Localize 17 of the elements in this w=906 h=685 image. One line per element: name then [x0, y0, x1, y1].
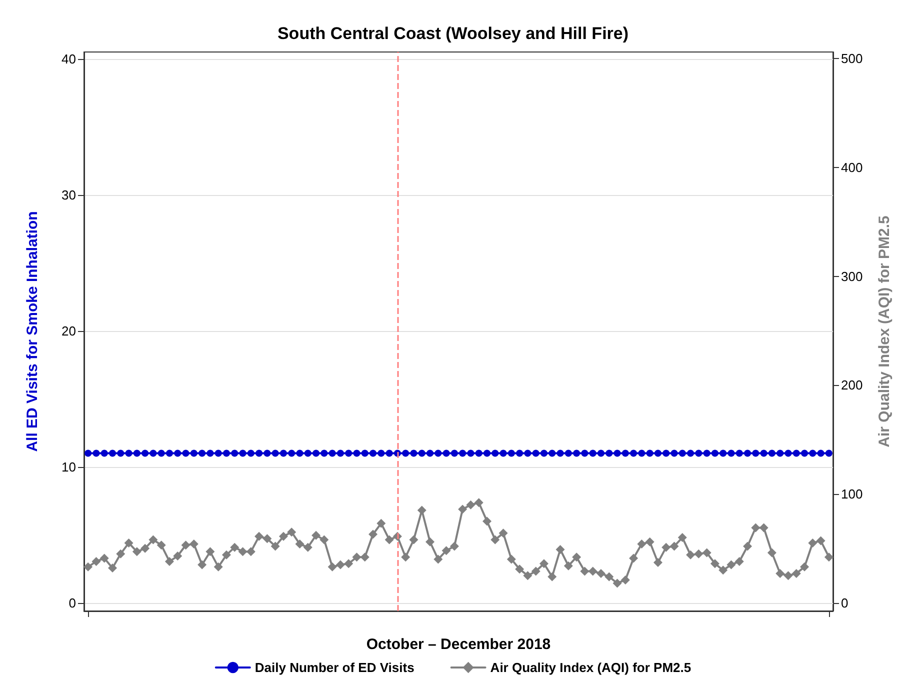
y-axis-title: All ED Visits for Smoke Inhalation: [24, 211, 41, 452]
y2-tick-label: 500: [841, 51, 863, 66]
y-tick-label: 20: [62, 323, 76, 338]
y-tick-label: 0: [68, 595, 76, 610]
y2-tick-label: 100: [841, 486, 863, 502]
chart-title: South Central Coast (Woolsey and Hill Fire): [277, 24, 629, 43]
y-tick-label: 40: [62, 51, 76, 66]
x-axis-title: October – December 2018: [366, 636, 551, 653]
y-tick-label: 30: [62, 187, 76, 202]
y2-tick-label: 300: [841, 268, 863, 284]
y-tick-label: 10: [62, 459, 76, 474]
y2-tick-label: 200: [841, 378, 863, 393]
y2-tick-label: 0: [841, 595, 848, 610]
y2-axis-title: Air Quality Index (AQI) for PM2.5: [876, 216, 893, 448]
legend-label: Daily Number of ED Visits: [254, 660, 414, 675]
legend-label: Air Quality Index (AQI) for PM2.5: [490, 660, 692, 675]
y2-tick-label: 400: [841, 160, 863, 175]
